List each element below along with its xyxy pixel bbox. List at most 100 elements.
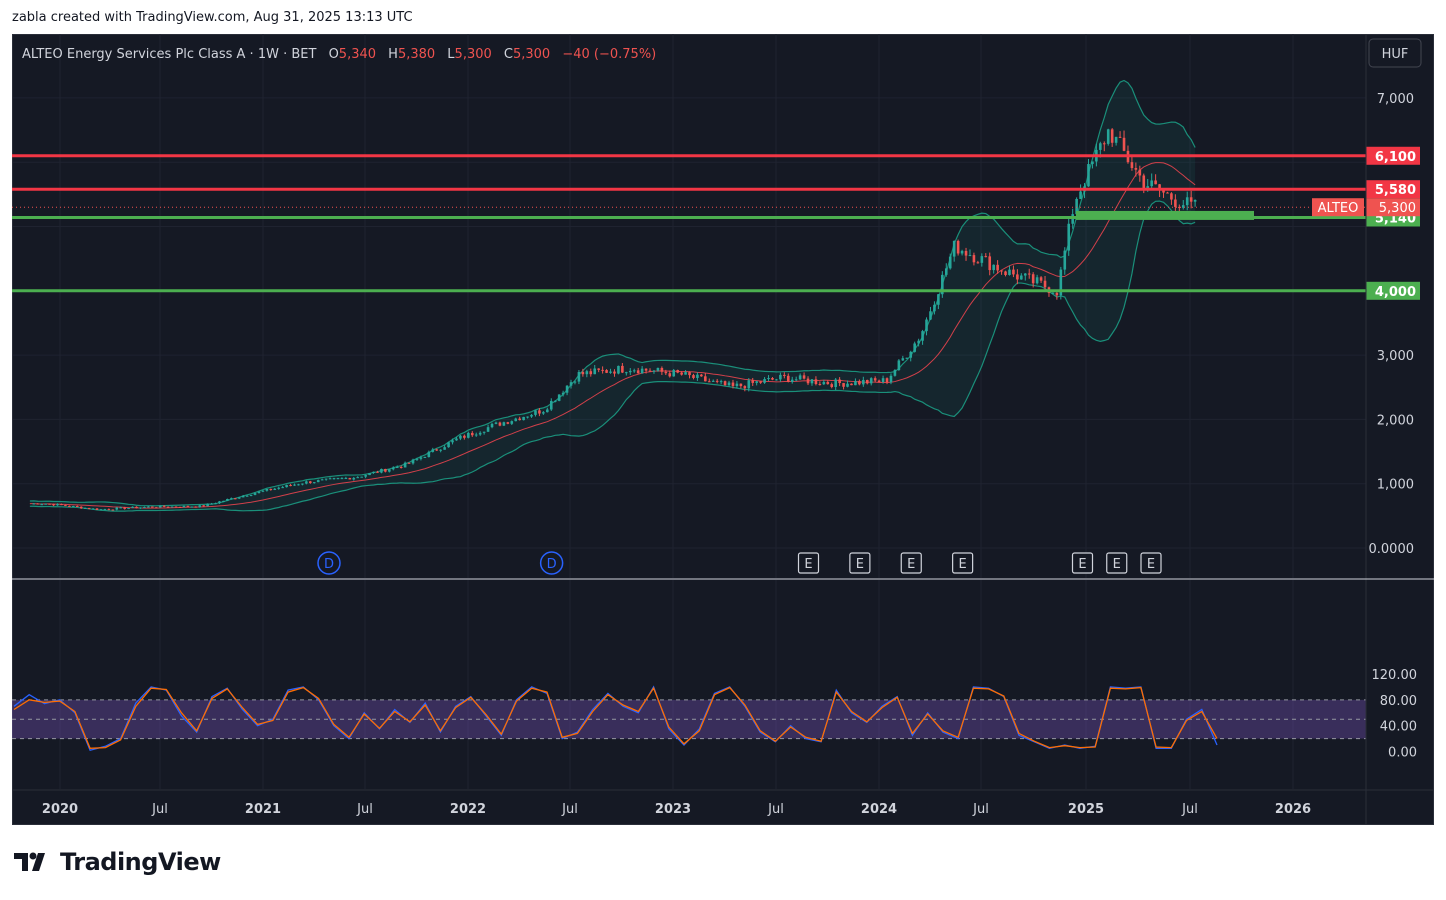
- time-tick-label: Jul: [972, 802, 989, 817]
- candle-body: [111, 509, 115, 511]
- candle-body: [467, 432, 470, 438]
- candle-body: [593, 368, 597, 375]
- candle-body: [790, 379, 794, 382]
- grid-lines: [13, 34, 1366, 789]
- last-price-value: 5,300: [1379, 201, 1416, 216]
- candle-body: [684, 372, 687, 375]
- candle-body: [451, 440, 454, 443]
- candle-body: [364, 475, 367, 477]
- candle-body: [253, 493, 257, 495]
- candle-body: [577, 372, 581, 382]
- candle-body: [715, 380, 719, 382]
- price-label-text: 6,100: [1375, 150, 1416, 165]
- candle-body: [518, 418, 521, 421]
- candle-body: [557, 394, 561, 401]
- candle-body: [660, 367, 664, 372]
- candle-body: [692, 375, 695, 378]
- candle-body: [885, 378, 889, 383]
- candle-body: [652, 370, 656, 372]
- candle-body: [585, 371, 589, 375]
- candle-body: [625, 372, 628, 374]
- dividend-marker: [539, 551, 564, 575]
- time-tick-label: 2022: [450, 802, 486, 817]
- candle-body: [249, 494, 253, 496]
- stochastic-pane: 120.00 80.00 40.00 0.00: [12, 668, 1417, 761]
- legend-close: 5,300: [513, 47, 550, 62]
- candle-body: [937, 294, 940, 305]
- candle-body: [75, 506, 79, 508]
- candle-body: [372, 471, 375, 473]
- candle-body: [628, 370, 632, 373]
- candle-body: [277, 487, 281, 489]
- candle-body: [99, 509, 103, 511]
- currency-button-label[interactable]: HUF: [1382, 47, 1409, 62]
- candle-body: [293, 484, 296, 486]
- candle-body: [984, 256, 988, 258]
- currency-button-box[interactable]: [1368, 38, 1422, 68]
- candle-body: [838, 379, 841, 384]
- candle-body: [897, 360, 901, 370]
- candle-body: [644, 368, 648, 371]
- candle-body: [289, 485, 292, 487]
- candle-body: [443, 447, 446, 450]
- candle-body: [865, 379, 869, 384]
- time-tick-label: 2026: [1275, 802, 1311, 817]
- candle-body: [542, 412, 545, 414]
- tradingview-logo-icon: [14, 852, 45, 871]
- candle-body: [423, 457, 427, 459]
- candle-body: [463, 435, 466, 438]
- candle-body: [1170, 193, 1173, 200]
- candle-body: [194, 506, 198, 508]
- candle-body: [862, 379, 865, 385]
- candle-body: [340, 478, 344, 480]
- candle-body: [1012, 269, 1015, 275]
- candle-body: [881, 378, 885, 383]
- candle-body: [478, 432, 482, 435]
- currency-button[interactable]: HUF: [1368, 38, 1422, 68]
- candle-body: [810, 379, 814, 384]
- time-tick-label: 2025: [1068, 802, 1104, 817]
- dividend-marker: [317, 551, 341, 575]
- candle-body: [747, 380, 751, 389]
- candle-body: [933, 304, 936, 312]
- time-tick-label: Jul: [356, 802, 373, 817]
- candle-body: [664, 371, 668, 374]
- candle-body: [581, 372, 585, 375]
- candle-body: [265, 488, 269, 491]
- candle-body: [869, 378, 873, 384]
- price-label-text: 5,580: [1375, 183, 1416, 198]
- tradingview-logo[interactable]: TradingView: [14, 848, 221, 876]
- last-price-symbol-box: [1312, 198, 1364, 217]
- candle-body: [1027, 273, 1031, 275]
- candle-body: [427, 451, 431, 458]
- chart-frame: [12, 34, 1434, 825]
- candle-body: [514, 418, 518, 422]
- candle-body: [877, 380, 881, 383]
- candle-body: [632, 370, 636, 372]
- candle-body: [115, 507, 119, 510]
- candle-body: [368, 472, 371, 476]
- candle-body: [952, 240, 956, 257]
- candle-body: [676, 370, 679, 373]
- legend-symbol: ALTEO Energy Services Plc Class A · 1W ·…: [22, 47, 316, 62]
- candle-body: [522, 416, 525, 421]
- candle-body: [968, 255, 972, 257]
- candle-body: [1106, 129, 1110, 144]
- candle-body: [395, 467, 399, 469]
- candle-body: [854, 381, 857, 386]
- candle-body: [834, 379, 837, 387]
- candle-body: [474, 434, 478, 436]
- axes: 7,000 3,000 2,000 1,000 0.0000 2020 Jul 2021 Jul…: [12, 34, 1434, 824]
- candle-body: [526, 416, 529, 418]
- candle-body: [411, 459, 415, 464]
- bollinger-bands: [29, 79, 1196, 512]
- price-label-text: 4,000: [1375, 285, 1416, 300]
- candle-body: [297, 484, 300, 486]
- candle-body: [980, 256, 984, 263]
- candle-body: [846, 383, 849, 387]
- candle-body: [1055, 292, 1059, 296]
- candle-body: [763, 379, 766, 383]
- candle-body: [147, 506, 150, 508]
- candle-body: [257, 491, 261, 494]
